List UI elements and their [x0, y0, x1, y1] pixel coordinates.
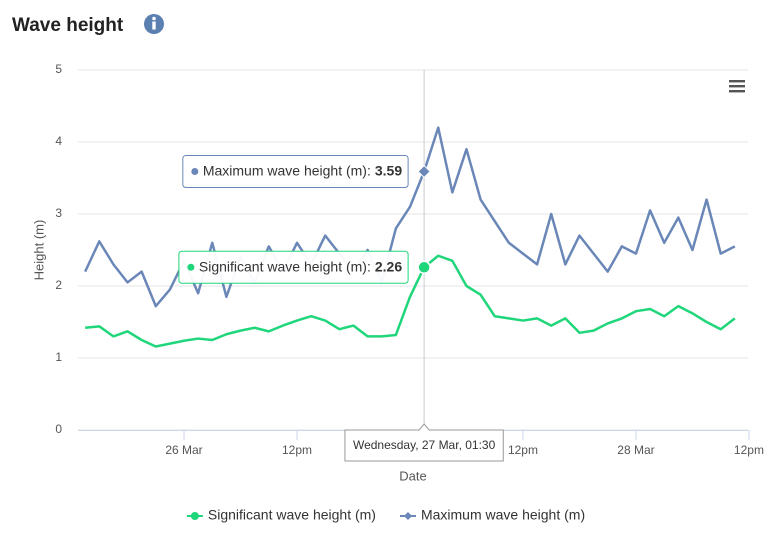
legend-item[interactable]: Significant wave height (m) [186, 507, 376, 523]
x-tick-label: 12pm [282, 443, 312, 457]
y-tick-label: 4 [55, 134, 62, 148]
chart-title: Wave height [12, 15, 124, 36]
x-tick-label: 28 Mar [617, 443, 654, 457]
grid [78, 69, 748, 431]
legend-item[interactable]: Maximum wave height (m) [399, 507, 585, 523]
y-tick-label: 5 [55, 62, 62, 76]
hover-marker [417, 260, 431, 275]
tooltip-dot [187, 263, 195, 271]
date-tooltip: Wednesday, 27 Mar, 01:30 [344, 423, 504, 462]
x-tick-label: 26 Mar [165, 443, 202, 457]
legend: Significant wave height (m) Maximum wave … [186, 507, 585, 523]
tooltip: Maximum wave height (m): 3.59 [182, 155, 409, 189]
date-tooltip-box [344, 423, 504, 462]
legend-symbol [190, 512, 199, 520]
menu-button[interactable] [729, 80, 745, 93]
legend-symbol [403, 512, 412, 520]
tooltip: Significant wave height (m): 2.26 [178, 250, 409, 284]
tooltip-dot [191, 168, 199, 176]
tooltip-box [182, 155, 409, 189]
date-tooltip-text: Wednesday, 27 Mar, 01:30 [353, 438, 496, 452]
tooltip-box [178, 250, 409, 284]
info-icon[interactable] [144, 14, 164, 34]
tooltip-value: 2.26 [375, 258, 402, 274]
tooltip-label: Maximum wave height (m): [203, 162, 371, 178]
x-tick-label: 12pm [508, 443, 538, 457]
y-tick-label: 1 [55, 350, 62, 364]
tooltip-value: 3.59 [375, 162, 402, 178]
series-line [85, 254, 736, 348]
y-tick-label: 2 [55, 278, 62, 292]
legend-label: Significant wave height (m) [208, 507, 376, 523]
y-tick-label: 3 [55, 206, 62, 220]
tooltip-label: Significant wave height (m): [199, 258, 371, 274]
x-tick-label: 12pm [734, 443, 764, 457]
tooltip-text: Significant wave height (m): 2.26 [199, 258, 402, 274]
y-axis-title: Height (m) [31, 220, 46, 281]
tooltip-text: Maximum wave height (m): 3.59 [203, 162, 403, 178]
y-tick-label: 0 [55, 422, 62, 436]
x-axis-title: Date [399, 468, 426, 483]
hover-marker [417, 164, 431, 179]
legend-label: Maximum wave height (m) [421, 507, 585, 523]
